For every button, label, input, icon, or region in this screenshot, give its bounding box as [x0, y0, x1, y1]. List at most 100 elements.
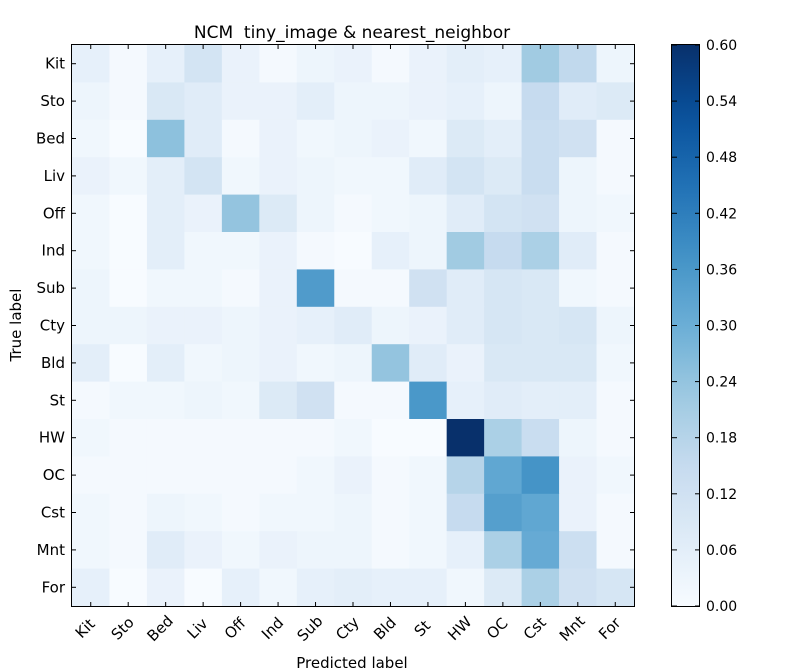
heatmap-cell [184, 82, 223, 121]
x-axis-label: Predicted label [296, 654, 407, 672]
heatmap-cell [521, 456, 560, 495]
heatmap-cell [446, 344, 485, 383]
heatmap-cell [484, 493, 523, 532]
heatmap-cell [521, 82, 560, 121]
heatmap-cell [521, 194, 560, 233]
heatmap-cell [409, 456, 448, 495]
heatmap-cell [596, 269, 635, 308]
y-tick-label: OC [43, 466, 65, 484]
heatmap-cell [109, 306, 148, 345]
heatmap-cell [446, 194, 485, 233]
heatmap-cell [184, 157, 223, 196]
heatmap-cell [484, 45, 523, 83]
heatmap-cell [184, 269, 223, 308]
heatmap-cell [72, 419, 111, 457]
y-tick-label: Bld [41, 354, 65, 372]
y-tick-label: Kit [45, 55, 65, 73]
heatmap-cell [559, 531, 598, 570]
heatmap-cell [559, 194, 598, 233]
heatmap-cell [371, 194, 410, 233]
heatmap-cell [296, 232, 335, 270]
colorbar-tick-label: 0.00 [706, 599, 737, 615]
heatmap-cell [371, 344, 410, 383]
heatmap-cell [371, 45, 410, 83]
heatmap-cell [259, 306, 298, 345]
heatmap-cell [146, 306, 185, 345]
heatmap-cell [559, 269, 598, 308]
heatmap-cell [296, 194, 335, 233]
heatmap-cell [446, 119, 485, 158]
heatmap-cell [296, 269, 335, 308]
heatmap-cell [409, 306, 448, 345]
heatmap-cell [371, 456, 410, 495]
heatmap-cell [521, 45, 560, 83]
heatmap-cell [72, 344, 111, 383]
y-axis-label: True label [7, 289, 25, 363]
heatmap-cell [559, 568, 598, 607]
heatmap-cell [334, 306, 373, 345]
heatmap-cell [146, 456, 185, 495]
heatmap-cell [484, 344, 523, 383]
heatmap-cell [596, 45, 635, 83]
heatmap-cell [109, 269, 148, 308]
y-tick-label: Ind [42, 242, 65, 260]
heatmap-cell [221, 157, 260, 196]
heatmap-cell [371, 531, 410, 570]
heatmap-cell [446, 232, 485, 270]
heatmap-cell [259, 194, 298, 233]
colorbar-tick-label: 0.60 [706, 38, 737, 54]
heatmap-cell [409, 419, 448, 457]
heatmap-cell [371, 306, 410, 345]
colorbar-tick-label: 0.42 [706, 206, 737, 222]
heatmap-cell [446, 381, 485, 420]
heatmap-cell [521, 568, 560, 607]
heatmap-cell [409, 531, 448, 570]
heatmap-cell [146, 232, 185, 270]
heatmap-cell [72, 82, 111, 121]
heatmap-cell [446, 493, 485, 532]
y-tick-label: Mnt [37, 541, 65, 559]
heatmap-cell [334, 269, 373, 308]
heatmap-cell [334, 157, 373, 196]
heatmap-cell [446, 269, 485, 308]
heatmap-cell [109, 381, 148, 420]
heatmap-cell [334, 568, 373, 607]
colorbar-ticks: 0.00 0.06 0.12 0.18 0.24 0.30 0.36 0.42 0.48 0.54… [672, 38, 737, 615]
heatmap-cell [596, 306, 635, 345]
heatmap-cell [559, 456, 598, 495]
heatmap-cell [296, 119, 335, 158]
heatmap-cell [221, 344, 260, 383]
heatmap-cell [521, 344, 560, 383]
heatmap-cell [259, 119, 298, 158]
heatmap-cell [72, 381, 111, 420]
heatmap-cell [559, 119, 598, 158]
chart-title: NCM tiny_image & nearest_neighbor [194, 23, 510, 43]
y-tick-label: Off [43, 204, 66, 222]
heatmap-cell [72, 45, 111, 83]
heatmap-cell [371, 157, 410, 196]
y-tick-label: Liv [44, 167, 66, 185]
heatmap-cell [409, 269, 448, 308]
colorbar-tick-label: 0.24 [706, 375, 737, 391]
heatmap-cell [521, 493, 560, 532]
heatmap-cell [259, 381, 298, 420]
heatmap-cell [184, 119, 223, 158]
heatmap-cell [72, 493, 111, 532]
heatmap-cell [146, 344, 185, 383]
heatmap-cell [559, 493, 598, 532]
heatmap-cell [596, 119, 635, 158]
heatmap-cell [596, 568, 635, 607]
heatmap-cell [184, 381, 223, 420]
heatmap-cell [484, 157, 523, 196]
heatmap-cell [221, 232, 260, 270]
heatmap-cell [521, 119, 560, 158]
heatmap-cell [259, 531, 298, 570]
heatmap-cell [146, 269, 185, 308]
heatmap-cell [109, 456, 148, 495]
colorbar-tick-label: 0.06 [706, 543, 737, 559]
heatmap-cell [334, 456, 373, 495]
heatmap-cell [334, 419, 373, 457]
heatmap-cell [409, 82, 448, 121]
heatmap-cell [484, 82, 523, 121]
